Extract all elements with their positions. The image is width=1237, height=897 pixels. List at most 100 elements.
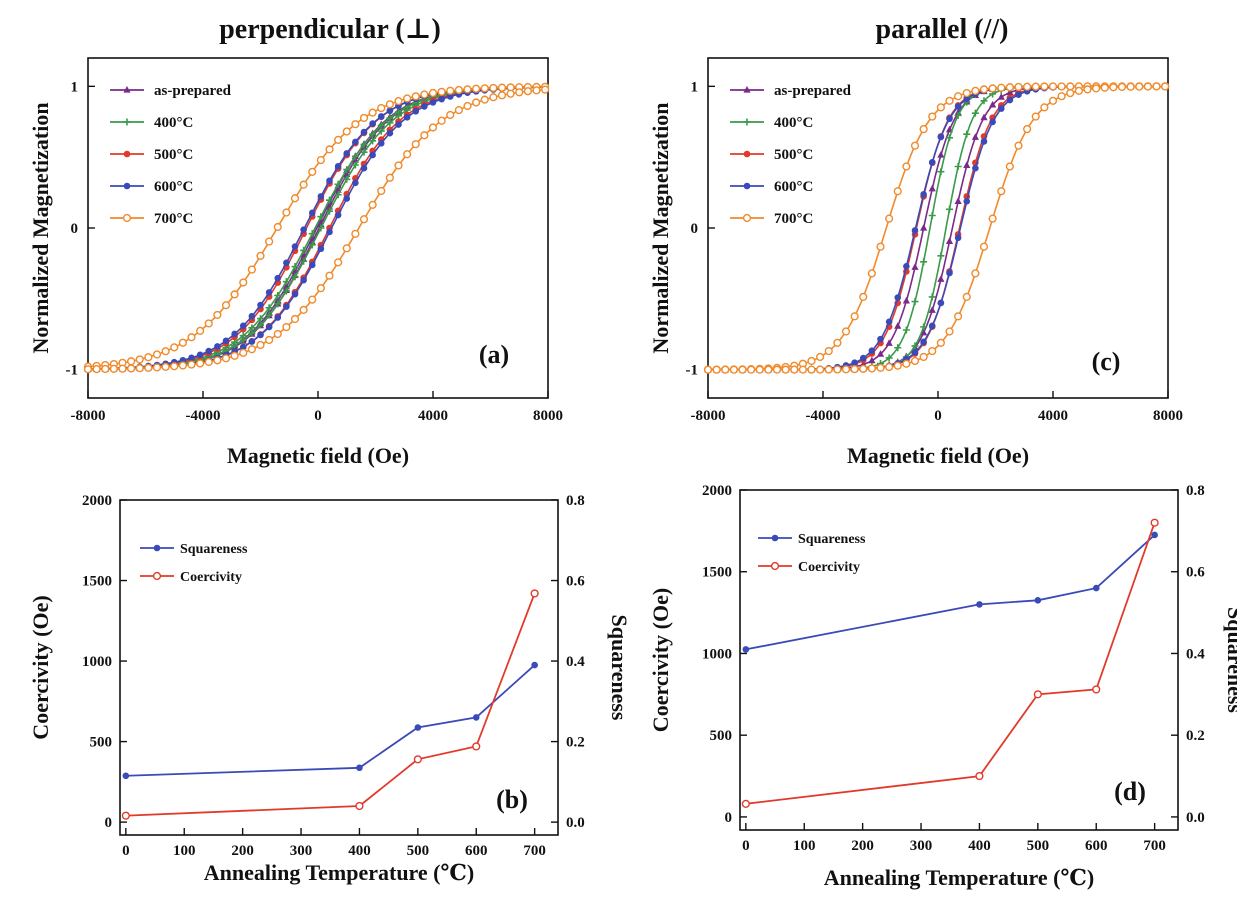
data-point [937,168,945,176]
x-tick-label: -4000 [186,408,221,424]
data-point [903,262,910,270]
data-point [911,263,919,270]
x-tick-label: 4000 [418,408,448,424]
data-point [928,322,936,330]
data-point [920,224,928,231]
y2-tick-label: 0.6 [1186,565,1205,581]
data-point [971,86,980,95]
data-point [178,361,187,370]
data-point [283,303,290,310]
data-point [317,245,325,253]
data-point [334,180,342,188]
data-point [989,100,997,108]
data-point [910,141,920,150]
data-point [248,329,256,337]
data-point [196,351,204,359]
data-point [265,323,273,331]
data-point [1083,85,1092,94]
data-point [472,98,481,107]
data-point [902,359,911,368]
panel-a: perpendicular (⊥) -8000 -4000 0 4000 8000 -1 0 1… [28,14,563,468]
data-point [437,116,446,125]
data-point [204,319,213,328]
data-point [221,301,231,310]
data-point [876,242,885,251]
data-point [213,310,222,320]
data-point [342,244,351,253]
data-point [463,101,472,111]
data-point [1014,82,1023,92]
panel-b: 0 100 200 300 400 500 600 700 0 500 1000 1500 2000 0.… [28,493,632,885]
data-point [196,359,205,368]
data-point [472,742,481,751]
data-point [135,355,144,364]
data-point [359,215,369,224]
data-point [489,93,498,102]
x-tick-label: 8000 [1153,408,1183,424]
data-point [352,179,359,187]
data-point [1126,82,1135,91]
legend-label: 400°C [774,115,813,131]
data-point [910,356,920,366]
data-point [703,365,713,374]
data-point [893,361,902,370]
data-point [515,88,524,97]
data-point [463,85,472,94]
x-tick-label: 600 [465,843,488,859]
data-point [531,661,538,669]
legend-label: Coercivity [180,570,242,585]
data-point [790,365,799,374]
data-point [213,356,222,365]
plot-frame [119,499,559,836]
data-point [954,312,963,321]
data-point [523,87,532,96]
legend-marker [743,182,751,190]
data-point [274,314,282,321]
data-point [300,226,307,233]
y-tick-label: 1 [691,79,699,95]
data-point [420,90,429,99]
data-point [247,265,256,274]
data-point [1034,597,1042,604]
data-point [214,343,221,350]
data-point [274,300,282,308]
data-point [945,237,954,245]
data-point [506,89,515,98]
data-point [385,173,394,182]
y2-tick-label: 0.0 [566,815,585,831]
data-point [971,109,979,117]
legend-marker [122,213,132,223]
y-tick-label: 1500 [702,565,732,581]
y-tick-label: -1 [66,363,79,379]
data-point [231,330,238,338]
y-axis-label: Coercivity (Oe) [648,588,673,732]
data-point [308,295,317,304]
data-point [265,304,273,312]
data-point [919,125,928,134]
data-point [161,347,170,356]
data-point [316,284,325,293]
data-point [265,289,273,296]
data-point [343,166,351,174]
data-point [273,222,282,232]
data-point [867,269,876,278]
data-point [920,190,927,198]
data-point [308,241,316,249]
data-point [1092,584,1100,592]
data-point [936,103,945,112]
data-point [291,273,299,281]
data-point [317,213,325,221]
data-point [282,208,291,217]
legend-label: 400°C [154,115,193,131]
data-point [187,333,196,342]
data-point [1031,112,1040,121]
data-point [429,99,437,106]
data-point [273,329,282,339]
data-point [885,362,894,372]
data-point [833,338,842,347]
data-point [979,242,989,251]
data-point [377,113,385,120]
data-point [230,290,239,299]
data-point [954,234,962,242]
